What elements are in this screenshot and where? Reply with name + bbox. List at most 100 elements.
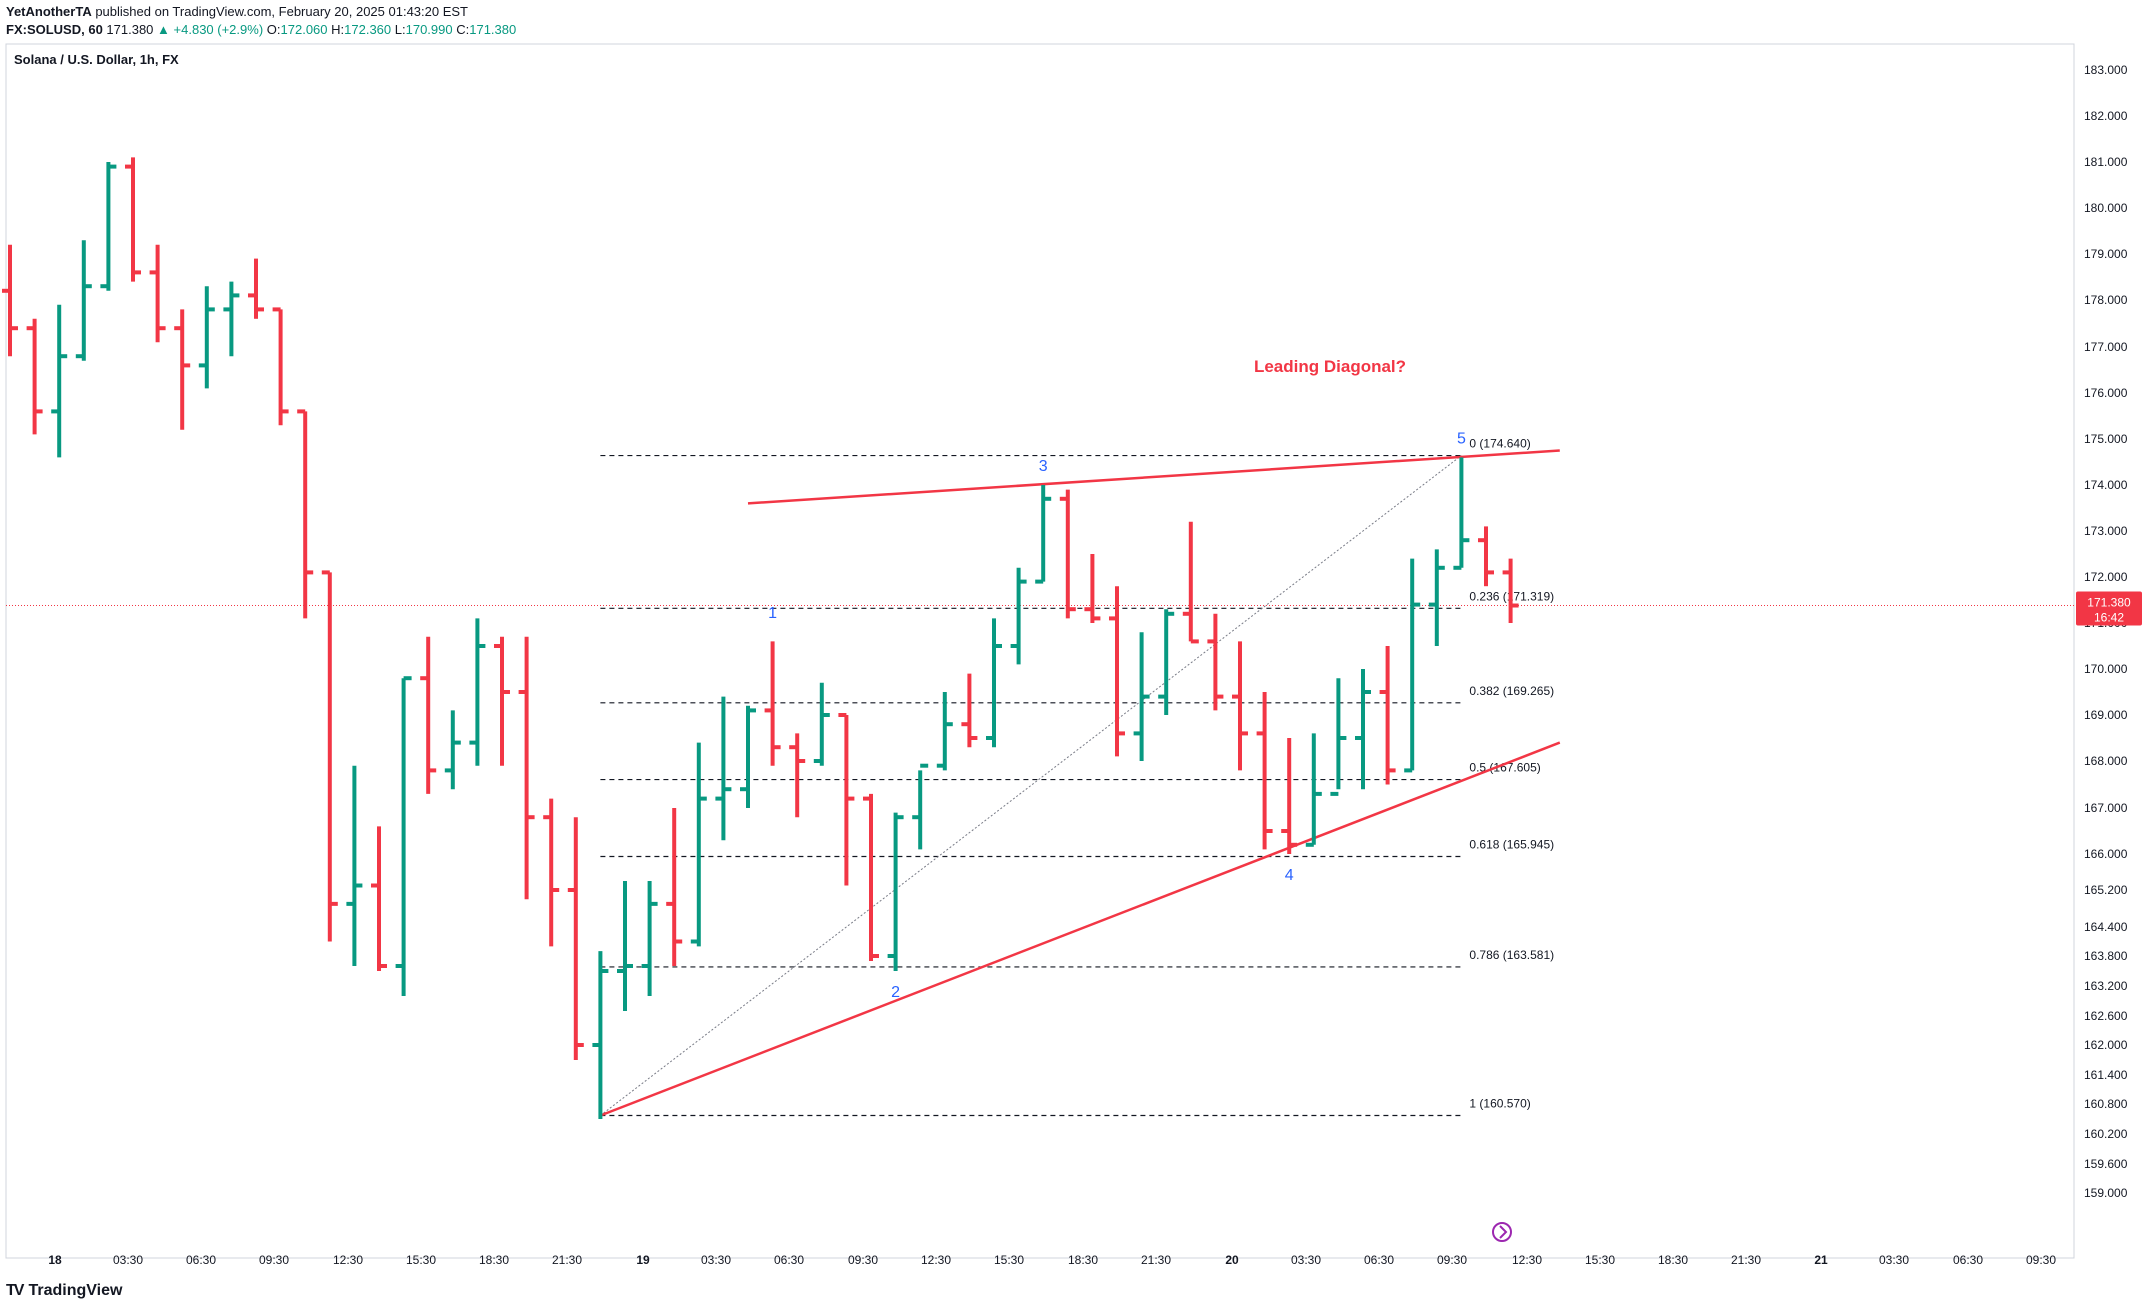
y-tick-label: 168.000 <box>2084 754 2128 768</box>
ohlc-bar <box>1478 526 1494 587</box>
wave-label-4: 4 <box>1285 867 1294 884</box>
ohlc-bar <box>248 258 264 319</box>
ohlc-bar <box>2 244 18 357</box>
x-tick-label: 15:30 <box>1585 1253 1615 1267</box>
y-tick-label: 170.000 <box>2084 662 2128 676</box>
ohlc-bar <box>863 793 879 961</box>
x-tick-label: 12:30 <box>333 1253 363 1267</box>
countdown-label: 16:42 <box>2094 611 2124 625</box>
ohlc-bar <box>1355 669 1371 790</box>
x-tick-label: 03:30 <box>1291 1253 1321 1267</box>
ohlc-bar <box>395 676 412 996</box>
y-tick-label: 179.000 <box>2084 247 2128 261</box>
x-tick-label: 15:30 <box>406 1253 436 1267</box>
wave-label-3: 3 <box>1039 458 1048 475</box>
ohlc-bar <box>961 673 978 748</box>
ohlc-bar <box>1109 586 1125 757</box>
ohlc-bar <box>690 742 707 947</box>
x-tick-label: 12:30 <box>1512 1253 1542 1267</box>
wave-label-2: 2 <box>891 984 900 1001</box>
ohlc-bar <box>1232 641 1248 771</box>
ohlc-bar <box>1133 632 1150 761</box>
y-tick-label: 165.200 <box>2084 883 2128 897</box>
ohlc-bar <box>1281 738 1298 854</box>
published-text: published on TradingView.com, February 2… <box>91 4 468 19</box>
x-tick-label: 18:30 <box>1068 1253 1098 1267</box>
tradingview-logo-icon: TV <box>6 1282 25 1299</box>
ohlc-bar <box>149 244 166 343</box>
trendline-upper <box>747 449 1560 505</box>
x-tick-label: 09:30 <box>1437 1253 1467 1267</box>
ohlc-bar <box>198 286 215 389</box>
ohlc-bar <box>494 636 510 766</box>
ohlc-bar <box>986 618 1002 748</box>
fib-level-label: 1 (160.570) <box>1469 1097 1530 1111</box>
ohlc-bar <box>272 307 289 426</box>
ohlc-bar <box>346 765 363 966</box>
y-tick-label: 160.800 <box>2084 1097 2128 1111</box>
ohlc-bar <box>100 162 117 291</box>
y-tick-label: 162.600 <box>2084 1009 2128 1023</box>
y-tick-label: 182.000 <box>2084 109 2128 123</box>
x-tick-label: 09:30 <box>2026 1253 2056 1267</box>
x-tick-label: 18 <box>48 1253 62 1267</box>
fib-trend-line <box>600 455 1462 1116</box>
close-value: 171.380 <box>469 22 517 37</box>
x-tick-label: 20 <box>1225 1253 1239 1267</box>
ohlc-bar <box>1010 567 1027 665</box>
ohlc-bar <box>641 881 658 996</box>
ohlc-bar <box>1502 558 1519 623</box>
y-tick-label: 162.000 <box>2084 1038 2128 1052</box>
ohlc-bar <box>1084 554 1101 623</box>
ohlc-bar <box>297 409 314 619</box>
x-tick-label: 09:30 <box>259 1253 289 1267</box>
y-tick-label: 180.000 <box>2084 201 2128 215</box>
y-tick-label: 166.000 <box>2084 847 2128 861</box>
tradingview-logo[interactable]: TV TradingView <box>6 1282 122 1300</box>
ohlc-line: FX:SOLUSD, 60 171.380 ▲ +4.830 (+2.9%) O… <box>6 22 516 37</box>
publisher-name[interactable]: YetAnotherTA <box>6 4 92 19</box>
wave-label-5: 5 <box>1457 430 1466 447</box>
replay-icon <box>1492 1222 1512 1242</box>
low-label: L: <box>394 22 406 37</box>
symbol-label: FX:SOLUSD, 60 <box>6 22 103 37</box>
fib-level-label: 0.382 (169.265) <box>1469 684 1554 698</box>
tradingview-brand: TradingView <box>28 1282 123 1299</box>
y-tick-label: 169.000 <box>2084 708 2128 722</box>
ohlc-bar <box>1305 733 1322 847</box>
ohlc-bar <box>543 798 560 947</box>
ohlc-bar <box>617 881 633 1011</box>
ohlc-bar <box>1428 549 1445 646</box>
ohlc-bar <box>936 692 953 771</box>
wave-label-1: 1 <box>768 605 777 622</box>
y-tick-label: 163.200 <box>2084 979 2128 993</box>
low-value: 170.990 <box>405 22 453 37</box>
y-tick-label: 164.400 <box>2084 920 2128 934</box>
y-tick-label: 176.000 <box>2084 386 2128 400</box>
ohlc-bar <box>75 240 92 361</box>
x-tick-label: 06:30 <box>774 1253 804 1267</box>
y-tick-label: 159.000 <box>2084 1186 2128 1200</box>
ohlc-bar <box>764 641 781 766</box>
x-tick-label: 06:30 <box>1953 1253 1983 1267</box>
ohlc-bar <box>813 682 830 766</box>
y-tick-label: 181.000 <box>2084 155 2128 169</box>
ohlc-bar <box>223 281 240 357</box>
ohlc-bar <box>567 817 584 1060</box>
ohlc-bar <box>469 618 486 766</box>
x-tick-label: 19 <box>636 1253 650 1267</box>
plot-frame <box>5 43 2075 1259</box>
ohlc-bar <box>1059 489 1076 619</box>
x-tick-label: 21:30 <box>552 1253 582 1267</box>
ohlc-bar <box>51 304 68 458</box>
y-tick-label: 177.000 <box>2084 340 2128 354</box>
y-tick-label: 173.000 <box>2084 524 2128 538</box>
high-label: H: <box>331 22 345 37</box>
ohlc-bar <box>321 570 338 942</box>
ohlc-bar <box>518 636 535 900</box>
open-label: O: <box>266 22 281 37</box>
ohlc-bar <box>789 733 806 818</box>
x-tick-label: 06:30 <box>186 1253 216 1267</box>
x-tick-label: 12:30 <box>921 1253 951 1267</box>
